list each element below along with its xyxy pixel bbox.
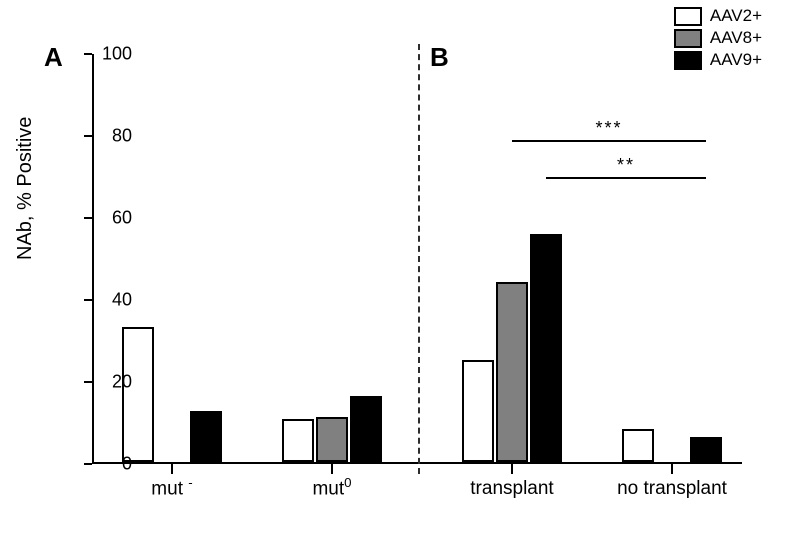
y-axis-label: NAb, % Positive xyxy=(14,117,37,260)
bar xyxy=(282,419,314,462)
plot-area: mut -mut0transplantno transplant***** xyxy=(92,54,742,464)
significance-line xyxy=(546,177,706,179)
x-tick-label: mut - xyxy=(151,475,192,500)
y-tick-label: 60 xyxy=(92,208,132,229)
bar xyxy=(190,411,222,462)
y-tick xyxy=(84,299,92,301)
bar xyxy=(622,429,654,462)
panel-divider xyxy=(418,44,420,474)
legend-item: AAV2+ xyxy=(674,6,762,26)
y-tick-label: 40 xyxy=(92,290,132,311)
bar xyxy=(530,234,562,462)
bar xyxy=(690,437,722,462)
y-tick xyxy=(84,135,92,137)
y-tick-label: 100 xyxy=(92,44,132,65)
bar xyxy=(496,282,528,462)
legend-label: AAV8+ xyxy=(710,28,762,48)
x-tick-label: transplant xyxy=(470,478,553,500)
bar xyxy=(122,327,154,462)
bar xyxy=(350,396,382,462)
x-axis-line xyxy=(92,462,742,464)
figure-root: A B AAV2+ AAV8+ AAV9+ NAb, % Positive mu… xyxy=(0,0,792,549)
x-tick xyxy=(331,464,333,474)
legend-item: AAV8+ xyxy=(674,28,762,48)
significance-label: *** xyxy=(595,118,622,139)
y-tick xyxy=(84,53,92,55)
legend-swatch xyxy=(674,29,702,48)
bar xyxy=(316,417,348,462)
significance-line xyxy=(512,140,706,142)
x-tick xyxy=(171,464,173,474)
bar xyxy=(462,360,494,463)
x-tick xyxy=(511,464,513,474)
y-axis-line xyxy=(92,54,94,464)
legend-swatch xyxy=(674,7,702,26)
significance-label: ** xyxy=(617,155,635,176)
x-tick-label: no transplant xyxy=(617,478,727,500)
x-tick xyxy=(671,464,673,474)
y-tick xyxy=(84,217,92,219)
y-tick-label: 80 xyxy=(92,126,132,147)
panel-label-a: A xyxy=(44,42,63,73)
x-tick-label: mut0 xyxy=(312,475,351,500)
y-tick xyxy=(84,381,92,383)
legend-label: AAV2+ xyxy=(710,6,762,26)
y-tick-label: 20 xyxy=(92,372,132,393)
y-tick-label: 0 xyxy=(92,454,132,475)
y-tick xyxy=(84,463,92,465)
